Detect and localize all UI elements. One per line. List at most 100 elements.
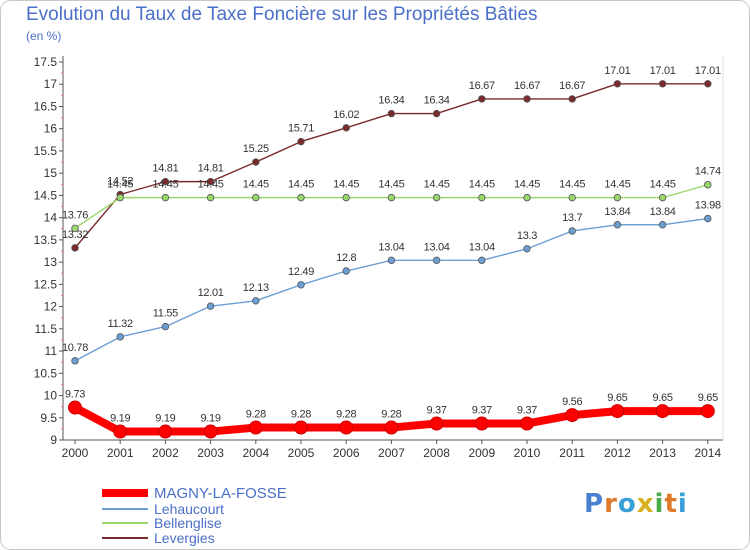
series-point-0	[384, 420, 399, 435]
series-point-1	[613, 221, 622, 229]
data-label: 14.45	[604, 179, 630, 191]
data-label: 16.67	[514, 80, 540, 92]
data-label: 13.76	[62, 209, 88, 221]
series-point-3	[568, 95, 576, 103]
series-point-2	[704, 181, 712, 189]
series-point-1	[342, 267, 350, 275]
y-tick-label: 10.5	[34, 366, 58, 380]
y-tick-label: 11.5	[35, 322, 58, 336]
data-label: 17.01	[650, 65, 676, 77]
x-tick-label: 2007	[378, 446, 405, 460]
series-point-1	[206, 302, 215, 310]
y-tick-label: 9.5	[40, 411, 57, 425]
series-point-2	[206, 193, 215, 202]
x-tick-label: 2010	[514, 446, 541, 460]
data-label: 12.8	[336, 252, 356, 264]
data-label: 13.84	[650, 206, 676, 218]
series-point-3	[658, 80, 667, 88]
y-tick-label: 12.5	[34, 277, 58, 291]
logo-letter: i	[654, 489, 665, 519]
series-point-0	[429, 416, 444, 431]
data-label: 17.01	[604, 65, 630, 77]
data-label: 16.67	[559, 80, 585, 92]
x-tick-label: 2005	[288, 446, 315, 460]
logo-letter: r	[604, 489, 618, 519]
y-tick-label: 16.5	[34, 99, 58, 113]
x-tick-label: 2013	[649, 446, 676, 460]
y-tick-label: 14	[44, 211, 58, 225]
series-point-0	[520, 416, 534, 431]
series-point-3	[432, 109, 441, 118]
data-label: 16.34	[424, 95, 450, 107]
data-label: 14.45	[514, 179, 540, 191]
series-point-2	[568, 193, 576, 202]
data-label: 12.49	[288, 266, 314, 278]
data-label: 9.19	[200, 413, 220, 425]
series-point-3	[613, 80, 622, 88]
x-tick-label: 2001	[107, 446, 134, 460]
series-point-2	[478, 193, 486, 202]
series-point-2	[432, 193, 441, 202]
series-point-1	[704, 214, 712, 223]
data-label: 16.02	[333, 109, 359, 121]
series-point-2	[658, 193, 667, 202]
series-point-1	[478, 256, 486, 265]
data-label: 14.45	[469, 179, 495, 191]
series-point-2	[71, 224, 79, 233]
series-point-0	[203, 424, 218, 439]
data-label: 9.28	[381, 409, 401, 421]
series-point-0	[68, 400, 82, 415]
series-point-2	[252, 193, 260, 202]
x-tick-label: 2011	[559, 446, 585, 460]
y-tick-label: 12	[44, 300, 58, 314]
x-tick-label: 2008	[423, 446, 450, 460]
y-tick-label: 15	[44, 166, 58, 180]
data-label: 9.56	[562, 396, 582, 408]
series-point-0	[248, 420, 263, 435]
chart-unit: (en %)	[26, 29, 62, 43]
series-point-1	[387, 256, 396, 265]
x-tick-label: 2000	[62, 446, 89, 460]
x-tick-label: 2003	[197, 446, 224, 460]
data-label: 16.34	[378, 95, 404, 107]
series-point-3	[704, 80, 712, 88]
data-label: 9.19	[155, 413, 175, 425]
x-tick-label: 2009	[468, 446, 495, 460]
legend-label-2: Bellenglise	[154, 515, 222, 531]
series-point-3	[387, 109, 396, 118]
series-point-2	[613, 193, 622, 202]
data-label: 14.45	[424, 179, 450, 191]
data-label: 9.37	[426, 405, 446, 417]
data-label: 9.65	[652, 392, 672, 404]
y-tick-label: 17	[44, 77, 58, 91]
data-label: 14.52	[107, 176, 133, 188]
data-label: 14.74	[695, 166, 721, 178]
y-tick-label: 15.5	[34, 144, 58, 158]
data-label: 13.98	[695, 200, 721, 212]
data-label: 13.32	[62, 229, 88, 241]
data-label: 14.45	[198, 179, 224, 191]
data-label: 9.28	[336, 409, 356, 421]
chart-title: Evolution du Taux de Taxe Foncière sur l…	[26, 4, 538, 25]
data-label: 13.7	[562, 212, 582, 224]
data-label: 14.45	[243, 179, 269, 191]
x-tick-label: 2002	[152, 446, 179, 460]
series-point-1	[432, 256, 441, 265]
x-tick-label: 2014	[694, 446, 721, 460]
data-label: 9.65	[698, 392, 718, 404]
proxiti-logo: Proxiti	[584, 489, 688, 519]
y-tick-label: 9	[50, 433, 57, 447]
data-label: 9.37	[517, 405, 537, 417]
x-tick-label: 2012	[604, 446, 631, 460]
series-point-3	[478, 95, 486, 103]
logo-letter: x	[636, 489, 655, 519]
series-point-3	[252, 158, 260, 166]
series-point-2	[342, 193, 350, 202]
series-point-1	[116, 333, 124, 341]
data-label: 16.67	[469, 80, 495, 92]
data-label: 17.01	[695, 65, 721, 77]
series-point-3	[523, 95, 531, 103]
data-label: 14.45	[288, 179, 314, 191]
series-point-3	[342, 124, 350, 132]
data-label: 9.28	[291, 409, 311, 421]
